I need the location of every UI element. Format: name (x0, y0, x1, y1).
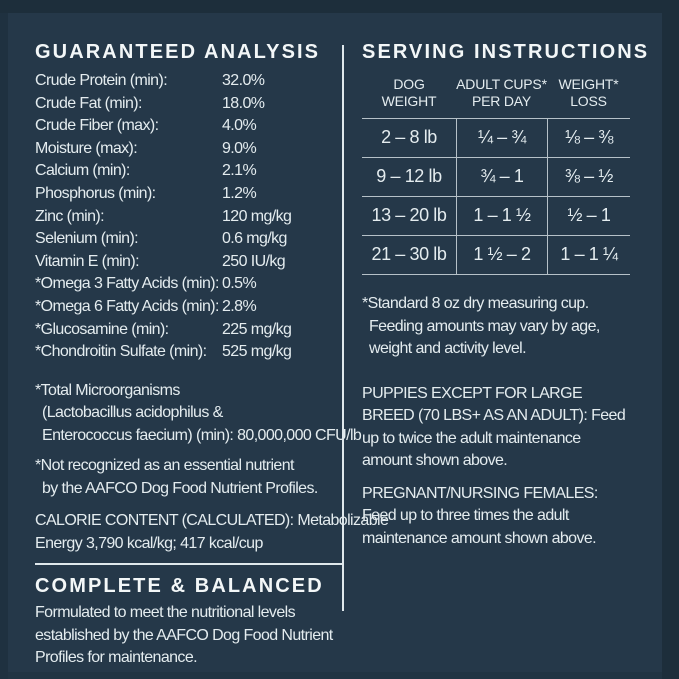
analysis-value: 250 IU/kg (222, 252, 286, 270)
analysis-label: Crude Protein (min): (35, 72, 168, 89)
analysis-value: 2.8% (222, 297, 257, 315)
microorganisms-line: *Total Microorganisms (35, 381, 180, 399)
microorganisms-line: (Lactobacillus acidophilus & (42, 404, 223, 422)
cell-dog-weight: 9 – 12 lb (376, 166, 442, 186)
analysis-row: Calcium (min): 2.1% (35, 160, 343, 183)
analysis-value: 1.2% (222, 184, 257, 202)
analysis-value: 225 mg/kg (222, 320, 292, 338)
analysis-label: Zinc (min): (35, 207, 105, 225)
analysis-value: 18.0% (222, 94, 265, 112)
header-adult-cups: ADULT CUPS* PER DAY (456, 76, 547, 109)
cell-adult-cups: ¼ – ¾ (456, 119, 547, 157)
analysis-row: Selenium (min): 0.6 mg/kg (35, 228, 343, 251)
analysis-label: *Omega 6 Fatty Acids (min): (35, 297, 219, 315)
analysis-value: 2.1% (222, 162, 257, 180)
analysis-row: Vitamin E (min): 250 IU/kg (35, 251, 343, 274)
puppies-instructions: PUPPIES EXCEPT FOR LARGE BREED (70 LBS+ … (362, 384, 626, 470)
serving-table-body: 2 – 8 lb ¼ – ¾ ⅛ – ⅜ 9 – 12 lb ¾ – 1 ⅜ –… (362, 118, 630, 275)
cell-dog-weight: 21 – 30 lb (371, 244, 447, 264)
analysis-row: Crude Fiber (max): 4.0% (35, 115, 343, 138)
cell-adult-cups: ¾ – 1 (456, 158, 547, 196)
measuring-cup-footnote: *Standard 8 oz dry measuring cup. Feedin… (362, 295, 600, 357)
analysis-row: *Chondroitin Sulfate (min): 525 mg/kg (35, 341, 343, 364)
complete-balanced-title: COMPLETE & BALANCED (35, 575, 324, 598)
analysis-row: Crude Protein (min): 32.0% (35, 70, 343, 93)
guaranteed-analysis-section: GUARANTEED ANALYSIS Crude Protein (min):… (35, 40, 389, 670)
analysis-row: *Omega 6 Fatty Acids (min): 2.8% (35, 296, 343, 319)
analysis-label: Moisture (max): (35, 139, 138, 157)
calorie-line: CALORIE CONTENT (CALCULATED): Metaboliza… (35, 512, 389, 530)
not-recognized-note: *Not recognized as an essential nutrient… (35, 455, 343, 500)
table-row: 13 – 20 lb 1 – 1 ½ ½ – 1 (362, 196, 630, 235)
serving-table: DOG WEIGHT ADULT CUPS* PER DAY WEIGHT* L… (362, 76, 630, 275)
analysis-row: Crude Fat (min): 18.0% (35, 93, 343, 116)
analysis-value: 0.5% (222, 275, 257, 293)
serving-instructions-title: SERVING INSTRUCTIONS (362, 41, 650, 63)
cell-adult-cups: 1 – 1 ½ (456, 197, 547, 235)
analysis-value: 9.0% (222, 139, 257, 157)
analysis-row: Zinc (min): 120 mg/kg (35, 206, 343, 229)
cell-weight-loss: ⅛ – ⅜ (547, 119, 630, 157)
cell-dog-weight: 13 – 20 lb (371, 205, 447, 225)
analysis-label: Selenium (min): (35, 230, 139, 248)
cell-dog-weight: 2 – 8 lb (381, 127, 437, 147)
analysis-row: Phosphorus (min): 1.2% (35, 183, 343, 206)
header-dog-weight: DOG WEIGHT (381, 76, 437, 109)
analysis-value: 0.6 mg/kg (222, 230, 287, 248)
analysis-value: 525 mg/kg (222, 343, 292, 361)
analysis-row: *Glucosamine (min): 225 mg/kg (35, 319, 343, 342)
cell-adult-cups: 1 ½ – 2 (456, 236, 547, 274)
horizontal-rule (35, 563, 343, 566)
serving-instructions-section: SERVING INSTRUCTIONS DOG WEIGHT ADULT CU… (362, 40, 650, 550)
microorganisms-note: *Total Microorganisms (Lactobacillus aci… (35, 380, 362, 448)
analysis-label: Phosphorus (min): (35, 184, 156, 202)
table-row: 2 – 8 lb ¼ – ¾ ⅛ – ⅜ (362, 118, 630, 157)
column-divider (342, 45, 344, 611)
analysis-row: *Omega 3 Fatty Acids (min): 0.5% (35, 273, 343, 296)
calorie-line: Energy 3,790 kcal/kg; 417 kcal/cup (35, 534, 263, 552)
microorganisms-line: Enterococcus faecium) (min): 80,000,000 … (42, 426, 362, 444)
analysis-label: Calcium (min): (35, 162, 130, 180)
serving-table-header: DOG WEIGHT ADULT CUPS* PER DAY WEIGHT* L… (362, 76, 630, 118)
calorie-content: CALORIE CONTENT (CALCULATED): Metaboliza… (35, 510, 389, 555)
analysis-label: Vitamin E (min): (35, 252, 140, 270)
pregnant-instructions: PREGNANT/NURSING FEMALES: Feed up to thr… (362, 484, 598, 547)
cell-weight-loss: ½ – 1 (547, 197, 630, 235)
table-row: 21 – 30 lb 1 ½ – 2 1 – 1 ¼ (362, 235, 630, 274)
analysis-label: Crude Fat (min): (35, 94, 142, 112)
analysis-value: 32.0% (222, 72, 265, 89)
cell-weight-loss: 1 – 1 ¼ (547, 236, 630, 274)
not-recognized-line: by the AAFCO Dog Food Nutrient Profiles. (42, 479, 318, 497)
guaranteed-analysis-title: GUARANTEED ANALYSIS (35, 41, 321, 63)
complete-balanced-body: Formulated to meet the nutritional level… (35, 604, 333, 667)
analysis-label: Crude Fiber (max): (35, 117, 159, 135)
analysis-row: Moisture (max): 9.0% (35, 138, 343, 161)
analysis-label: *Glucosamine (min): (35, 320, 169, 338)
analysis-value: 120 mg/kg (222, 207, 292, 225)
header-weight-loss: WEIGHT* LOSS (558, 76, 619, 109)
analysis-label: *Chondroitin Sulfate (min): (35, 343, 207, 361)
analysis-label: *Omega 3 Fatty Acids (min): (35, 275, 219, 293)
not-recognized-line: *Not recognized as an essential nutrient (35, 457, 294, 475)
analysis-value: 4.0% (222, 117, 257, 135)
cell-weight-loss: ⅜ – ½ (547, 158, 630, 196)
table-row: 9 – 12 lb ¾ – 1 ⅜ – ½ (362, 157, 630, 196)
analysis-list: Crude Protein (min): 32.0% Crude Fat (min… (35, 70, 343, 364)
